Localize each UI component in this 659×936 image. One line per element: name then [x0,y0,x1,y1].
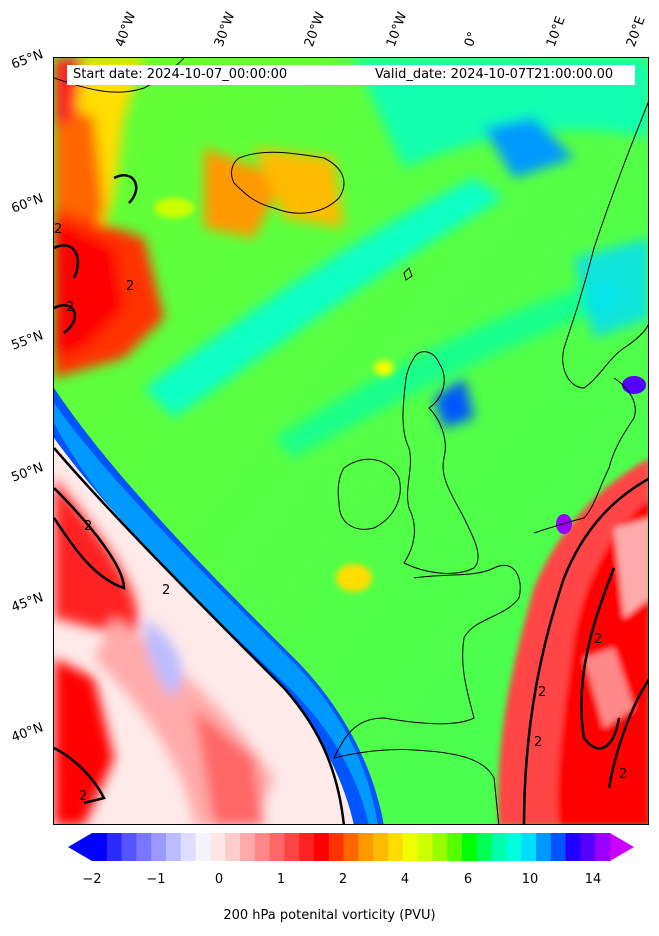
contour-label: 2 [162,583,170,598]
colorbar-tick: −1 [146,872,166,887]
longitude-label: 40°W [112,10,140,49]
latitude-label: 65°N [9,47,46,73]
valid-date-label: Valid_date: 2024-10-07T21:00:00.00 [375,67,614,82]
longitude-label: 20°E [623,14,649,50]
colorbar-cell [254,833,271,861]
coastlines [54,58,648,824]
contour-label: 2 [619,767,627,782]
latitude-label: 40°N [9,720,46,746]
colorbar-tick: 2 [338,872,348,887]
colorbar-cell [521,833,537,861]
contour-label: 2 [79,789,87,804]
yellow-spots [154,198,394,592]
colorbar-cell [358,833,374,861]
colorbar-cell [388,833,404,861]
colorbar-under-arrow [68,833,92,861]
colorbar-cell [284,833,300,861]
colorbar-cell [580,833,596,861]
longitude-label: 30°W [211,10,239,49]
longitude-label: 20°W [301,10,329,49]
colorbar-cell [550,833,567,861]
pv2-contours [54,174,648,824]
colorbar-cell [210,833,226,861]
colorbar-cell [417,833,433,861]
latitude-label: 45°N [9,590,46,616]
colorbar-cell [328,833,345,861]
colorbar-tick: 4 [400,872,410,887]
contour-label: 2 [54,222,62,237]
colorbar-cell [225,833,241,861]
colorbar-cell [595,833,611,861]
colorbar-cell [180,833,197,861]
colorbar-tick: 10 [521,872,539,887]
colorbar-cell [343,833,359,861]
contour-label: 2 [126,279,134,294]
colorbar-cell [240,833,256,861]
longitude-label: 0° [461,29,482,49]
longitude-label: 10°W [383,10,411,49]
colorbar-cell [314,833,330,861]
colorbar-cell [151,833,167,861]
start-date-label: Start date: 2024-10-07_00:00:00 [73,67,288,82]
colorbar-cell [166,833,182,861]
colorbar-cell [195,833,211,861]
low-pv-southwest [54,438,354,824]
colorbar-tick: 1 [276,872,286,887]
colorbar-cell [92,833,108,861]
high-pv-southeast [498,459,648,824]
blue-band-inner [54,403,378,824]
contour-label: 2 [538,685,546,700]
colorbar-cell [106,833,123,861]
contour-label: 2 [534,735,542,750]
colorbar-cell [565,833,581,861]
colorbar-tick: −2 [82,872,102,887]
colorbar-cell [462,833,478,861]
colorbar-cell [476,833,493,861]
colorbar-cell [536,833,552,861]
colorbar-cell [506,833,522,861]
colorbar-tick: 6 [463,872,473,887]
map-field-svg: 2 2 2 2 2 2 2 2 2 2 [54,58,648,824]
colorbar-over-arrow [610,833,634,861]
purple-blob [622,376,646,394]
colorbar-cell [432,833,448,861]
high-pv-northwest [54,58,344,378]
contour-label: 2 [594,632,602,647]
colorbar-tick: 14 [584,872,602,887]
contour-label: 2 [84,519,92,534]
header-box [67,65,635,85]
cyan-bands [144,58,648,458]
colorbar-tick: 0 [214,872,224,887]
contour-label: 2 [66,300,74,315]
latitude-label: 55°N [9,328,46,354]
colorbar-cell [121,833,137,861]
colorbar-cell [136,833,152,861]
contour-labels: 2 2 2 2 2 2 2 2 2 2 [54,222,627,804]
latitude-label: 50°N [9,460,46,486]
colorbar-cell [299,833,315,861]
colorbar [68,833,634,861]
colorbar-cell [491,833,507,861]
potential-vorticity-map: 2 2 2 2 2 2 2 2 2 2 [53,57,649,825]
colorbar-cell [447,833,463,861]
latitude-label: 60°N [9,191,46,217]
colorbar-cell [402,833,419,861]
colorbar-cell [373,833,389,861]
colorbar-label: 200 hPa potenital vorticity (PVU) [223,908,436,923]
colorbar-cell [269,833,285,861]
longitude-label: 10°E [543,14,569,50]
